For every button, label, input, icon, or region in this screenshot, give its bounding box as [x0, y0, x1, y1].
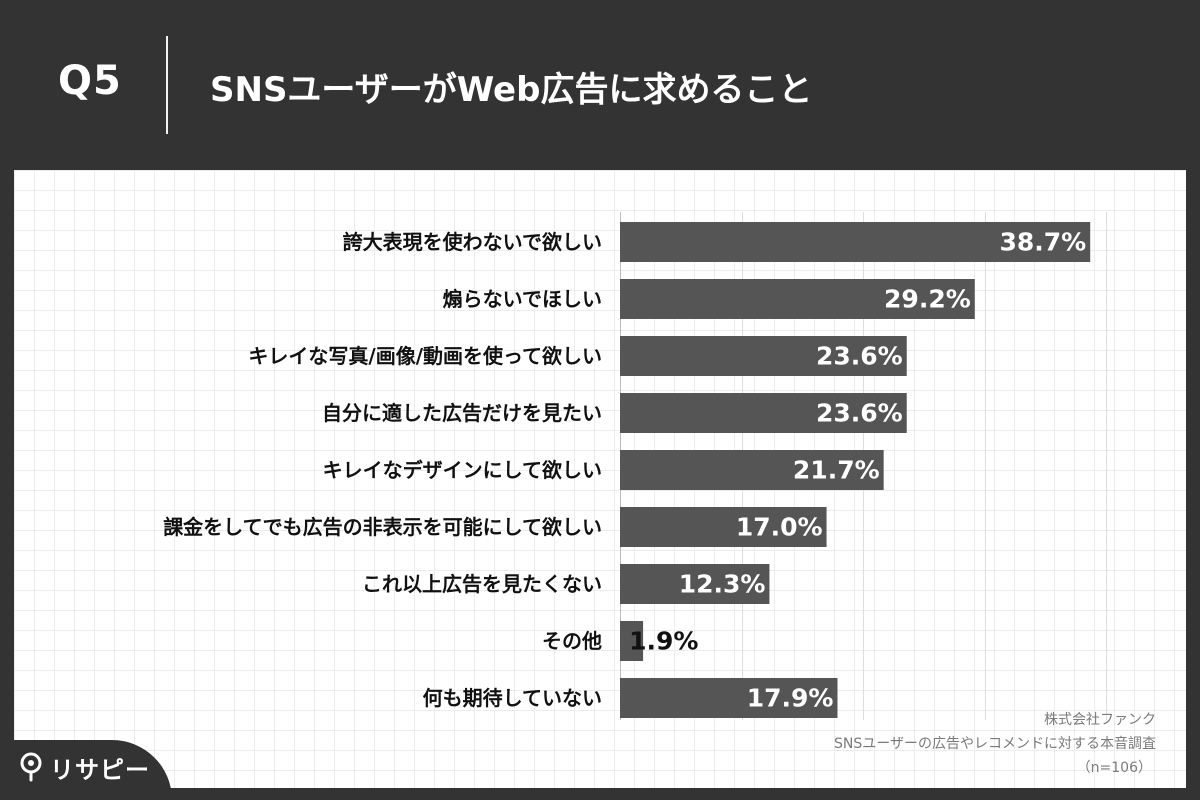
header: Q5 SNSユーザーがWeb広告に求めること [0, 0, 1200, 170]
category-labels: 誇大表現を使わないで欲しい煽らないでほしいキレイな写真/画像/動画を使って欲しい… [163, 230, 602, 710]
bar [620, 450, 884, 490]
category-label: 煽らないでほしい [443, 287, 602, 311]
value-label: 38.7% [999, 228, 1086, 257]
logo-text: リサピー [50, 755, 150, 784]
value-label: 21.7% [793, 456, 880, 485]
category-label: その他 [542, 629, 602, 653]
bar [620, 507, 827, 547]
bar [620, 621, 644, 661]
category-label: 課金をしてでも広告の非表示を可能にして欲しい [163, 515, 602, 539]
bar [620, 222, 1091, 262]
bar [620, 279, 975, 319]
value-label: 23.6% [816, 399, 903, 428]
header-divider [166, 36, 168, 134]
chart-title: SNSユーザーがWeb広告に求めること [210, 70, 813, 110]
chart-panel: 誇大表現を使わないで欲しい煽らないでほしいキレイな写真/画像/動画を使って欲しい… [14, 170, 1186, 788]
logo: リサピー [18, 750, 150, 784]
logo-tab [0, 740, 172, 800]
value-label: 29.2% [884, 285, 971, 314]
category-label: キレイなデザインにして欲しい [323, 458, 602, 482]
bar [620, 336, 907, 376]
category-label: 自分に適した広告だけを見たい [322, 401, 602, 425]
question-number: Q5 [58, 58, 122, 104]
category-label: 何も期待していない [423, 686, 602, 710]
value-label: 1.9% [629, 627, 698, 656]
bar [620, 564, 770, 604]
source-note: 株式会社ファンク SNSユーザーの広告やレコメンドに対する本音調査 （n=106… [834, 708, 1156, 780]
value-labels: 38.7% 29.2% 23.6% 23.6% 21.7% 17.0% 12.3% 1.9% 1… [629, 228, 1086, 713]
source-company: 株式会社ファンク [1044, 712, 1156, 728]
bar [620, 393, 907, 433]
value-label: 17.0% [736, 513, 823, 542]
bar-chart: 誇大表現を使わないで欲しい煽らないでほしいキレイな写真/画像/動画を使って欲しい… [163, 212, 1107, 720]
value-label: 17.9% [747, 684, 834, 713]
value-label: 12.3% [679, 570, 766, 599]
category-label: キレイな写真/画像/動画を使って欲しい [248, 344, 602, 368]
source-sample-size: （n=106） [1076, 760, 1152, 776]
pin-icon [20, 752, 42, 782]
source-survey: SNSユーザーの広告やレコメンドに対する本音調査 [834, 736, 1156, 752]
bar [620, 678, 838, 718]
value-label: 23.6% [816, 342, 903, 371]
category-label: 誇大表現を使わないで欲しい [343, 230, 602, 254]
category-label: これ以上広告を見たくない [362, 572, 602, 596]
bars [620, 222, 1091, 718]
